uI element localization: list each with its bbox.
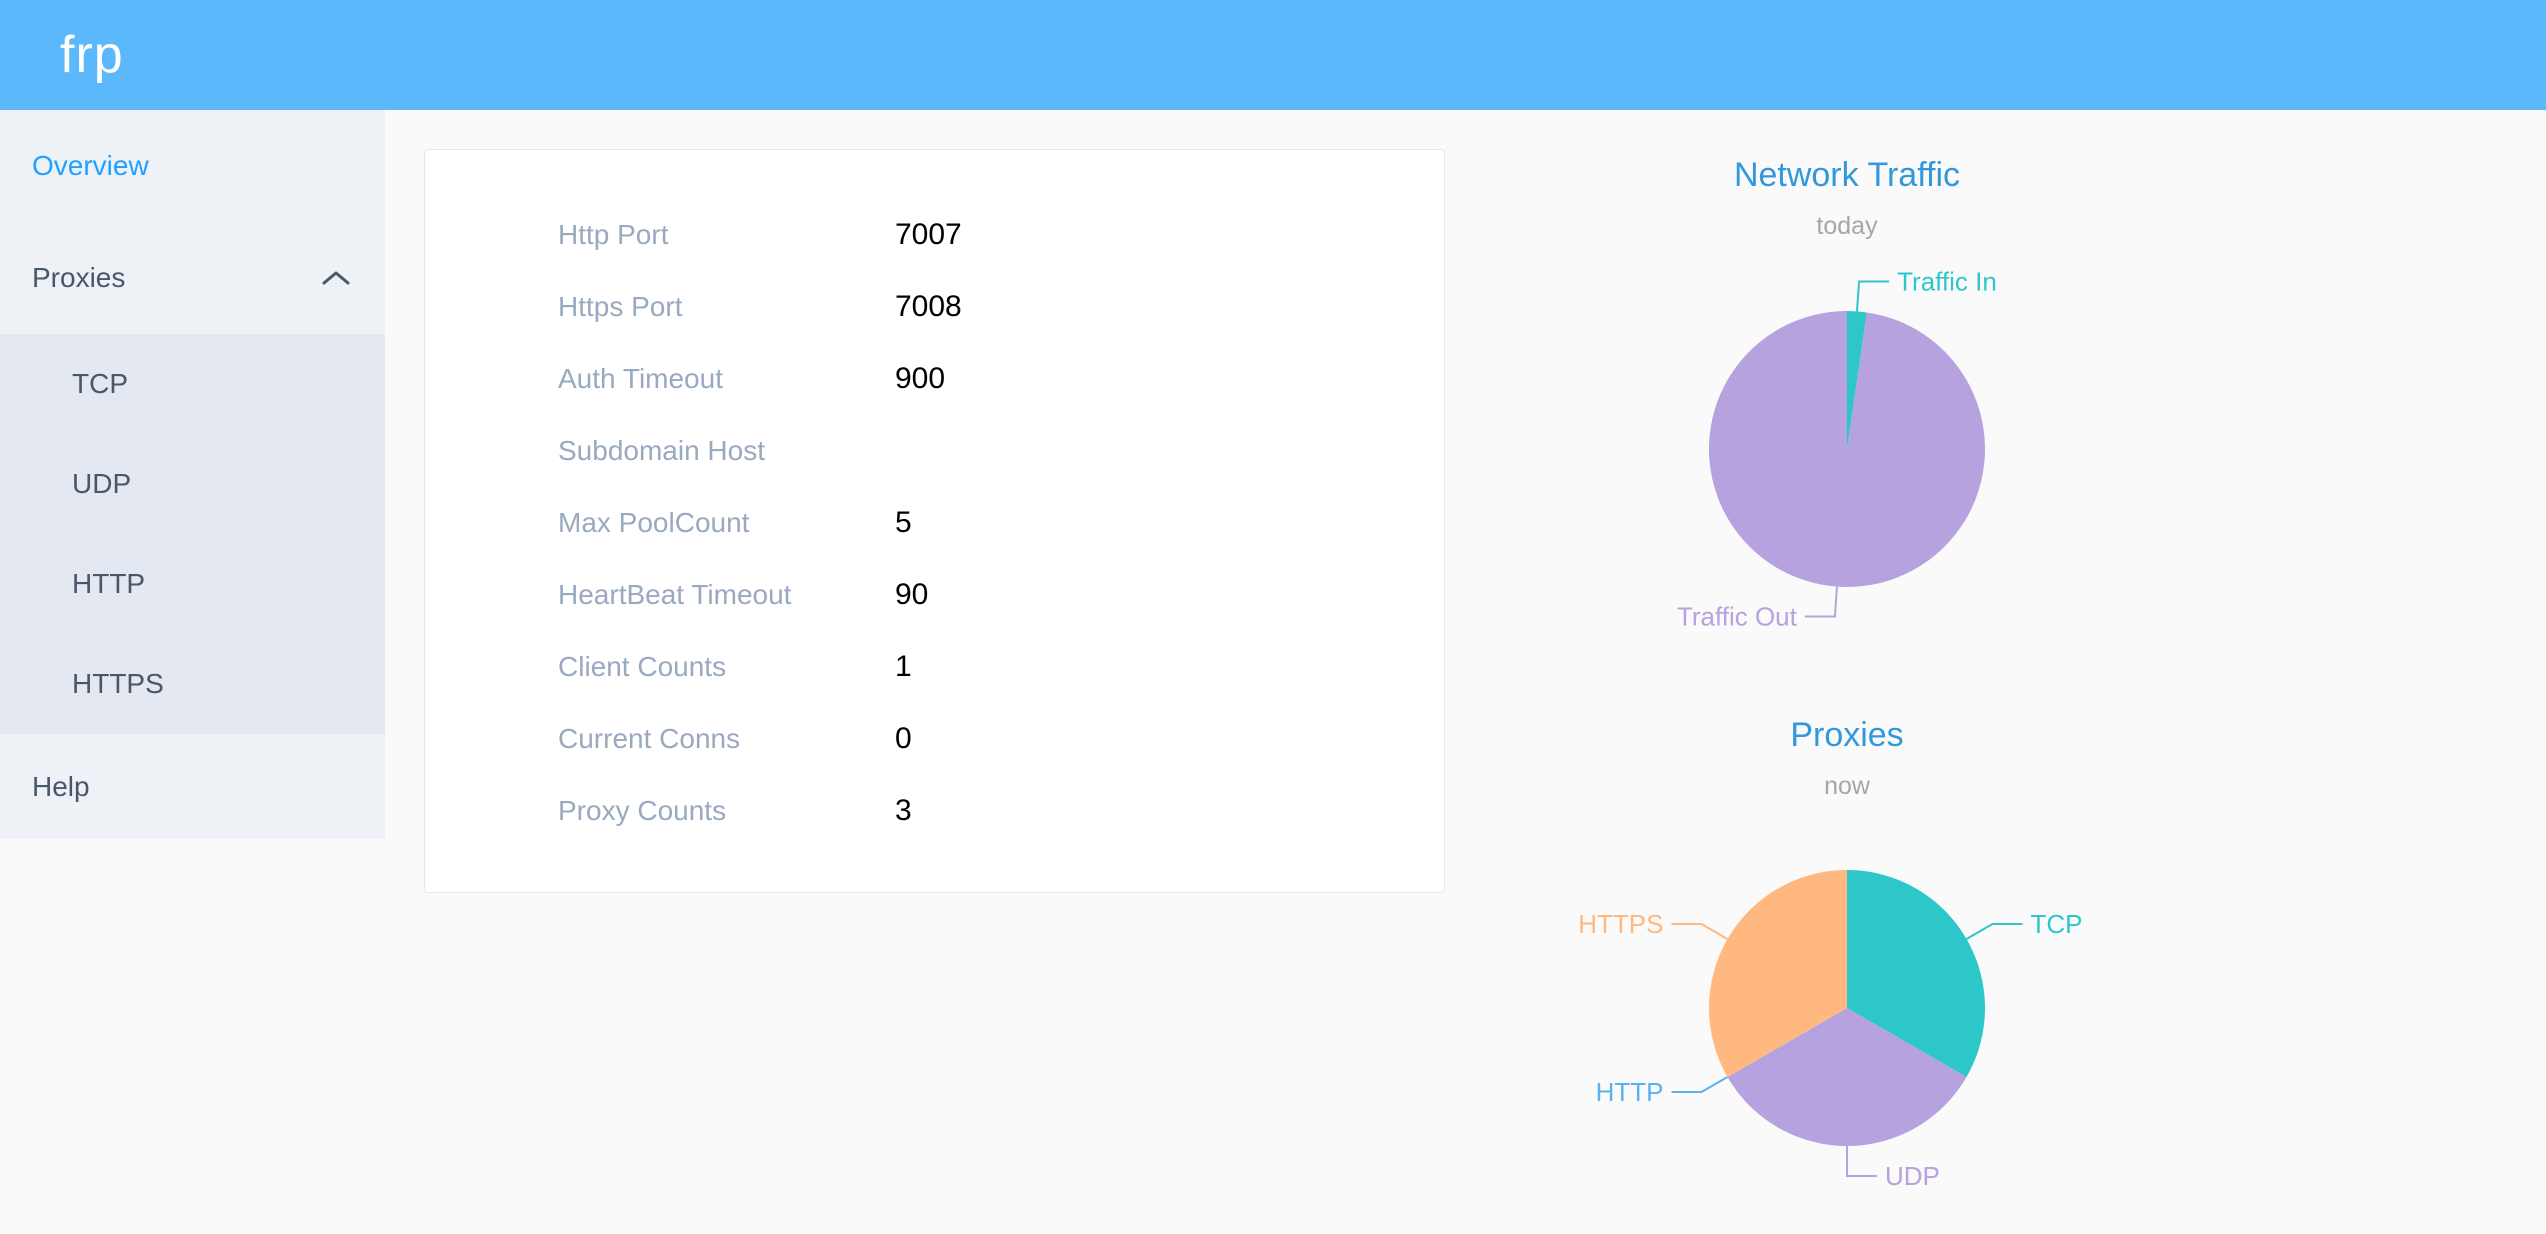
overview-row-auth-timeout: Auth Timeout 900 (425, 343, 1444, 415)
overview-row-proxy-counts: Proxy Counts 3 (425, 775, 1444, 847)
row-value: 900 (895, 362, 946, 395)
pie-label-line-udp (1846, 1146, 1877, 1177)
pie-label-line-http (1671, 1076, 1728, 1093)
row-label: Subdomain Host (558, 435, 766, 466)
overview-row-client-counts: Client Counts 1 (425, 631, 1444, 703)
sidebar-item-label: UDP (72, 468, 132, 499)
pie-slice-udp[interactable] (1727, 1008, 1967, 1146)
app-header: frp (0, 0, 2546, 110)
pie-slice-traffic-out[interactable] (1709, 311, 1986, 587)
overview-row-current-conns: Current Conns 0 (425, 703, 1444, 775)
overview-row-max-poolcount: Max PoolCount 5 (425, 487, 1444, 559)
overview-card: Http Port 7007 Https Port 7008 Auth Time… (424, 149, 1445, 893)
row-label: HeartBeat Timeout (558, 579, 792, 610)
row-label: Proxy Counts (558, 795, 727, 826)
row-value: 0 (895, 722, 912, 755)
pie-label-udp: UDP (1885, 1161, 1940, 1191)
pie-label-line-traffic-out (1804, 586, 1839, 618)
sidebar-submenu-proxies: TCP UDP HTTP HTTPS (0, 334, 385, 734)
sidebar-item-label: Proxies (32, 262, 126, 293)
pie-slice-tcp[interactable] (1847, 870, 1985, 1077)
chart-title: Network Traffic (1733, 155, 1961, 194)
pie-label-https: HTTPS (1578, 909, 1663, 939)
sidebar-item-label: Overview (32, 150, 149, 181)
pie-label-traffic-out: Traffic Out (1677, 602, 1798, 632)
row-value: 5 (895, 506, 912, 539)
row-label: Https Port (558, 291, 683, 322)
chart-title: Proxies (1790, 715, 1904, 754)
row-value: 90 (895, 578, 929, 611)
sidebar-item-tcp[interactable]: TCP (0, 334, 385, 434)
row-value: 1 (895, 650, 912, 683)
overview-row-heartbeat-timeout: HeartBeat Timeout 90 (425, 559, 1444, 631)
pie-label-line-tcp (1966, 923, 2023, 940)
overview-row-https-port: Https Port 7008 (425, 271, 1444, 343)
pie-label-http: HTTP (1596, 1077, 1664, 1107)
sidebar-item-label: TCP (72, 368, 128, 399)
row-label: Auth Timeout (558, 363, 723, 394)
sidebar-item-label: Help (32, 770, 90, 802)
sidebar-item-udp[interactable]: UDP (0, 434, 385, 534)
sidebar-item-proxies[interactable]: Proxies (0, 222, 385, 334)
row-label: Current Conns (558, 723, 741, 754)
chevron-up-icon (322, 271, 350, 285)
overview-row-http-port: Http Port 7007 (425, 199, 1444, 271)
sidebar-item-https[interactable]: HTTPS (0, 634, 385, 734)
sidebar-item-overview[interactable]: Overview (0, 110, 385, 222)
pie-slice-traffic-in[interactable] (1847, 311, 1867, 449)
proxies-chart: Proxies now TCP UDP HTTP HTTPS (1517, 710, 2177, 1234)
chart-subtitle: now (1824, 771, 1870, 800)
network-traffic-pie[interactable]: Traffic In Traffic Out (1517, 150, 2177, 670)
sidebar-item-http[interactable]: HTTP (0, 534, 385, 634)
sidebar-item-label: HTTP (72, 568, 146, 599)
pie-slice-https[interactable] (1709, 870, 1847, 1077)
row-label: Max PoolCount (558, 507, 750, 538)
app-logo: frp (60, 26, 124, 84)
sidebar-item-help[interactable]: Help (0, 734, 385, 839)
row-label: Client Counts (558, 651, 727, 682)
overview-row-subdomain-host: Subdomain Host (425, 415, 1444, 487)
pie-label-traffic-in: Traffic In (1897, 266, 1997, 296)
pie-label-line-https (1671, 923, 1728, 940)
row-value: 7007 (895, 218, 962, 251)
sidebar: Overview Proxies TCP UDP HTTP HTTPS Help (0, 110, 385, 839)
chart-subtitle: today (1816, 211, 1878, 240)
network-traffic-chart: Network Traffic today Traffic In Traffic … (1517, 150, 2177, 670)
row-value: 3 (895, 794, 912, 827)
pie-label-tcp: TCP (2030, 909, 2082, 939)
pie-label-line-traffic-in (1855, 280, 1890, 312)
row-value: 7008 (895, 290, 962, 323)
proxies-pie[interactable]: TCP UDP HTTP HTTPS (1517, 710, 2177, 1234)
sidebar-item-label: HTTPS (72, 668, 164, 699)
row-label: Http Port (558, 219, 669, 250)
